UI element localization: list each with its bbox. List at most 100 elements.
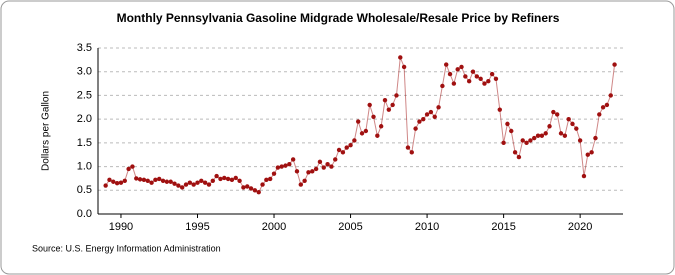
data-point	[260, 182, 265, 187]
data-point	[554, 112, 560, 117]
data-point	[317, 159, 323, 165]
data-point	[516, 154, 522, 160]
data-point	[386, 107, 392, 112]
data-point	[149, 180, 154, 185]
data-point	[432, 114, 437, 119]
data-point	[532, 135, 537, 141]
data-point	[225, 176, 231, 182]
data-point	[447, 71, 453, 77]
data-point	[294, 169, 300, 174]
data-point	[122, 178, 127, 183]
data-point	[589, 150, 594, 155]
y-axis-label: Dollars per Gallon	[41, 91, 52, 171]
data-point	[413, 126, 418, 131]
data-point	[245, 184, 250, 189]
data-point	[153, 177, 158, 183]
data-point	[482, 81, 487, 86]
data-point	[493, 76, 499, 82]
y-tick-label: 1.5	[77, 137, 92, 149]
data-point	[444, 62, 449, 67]
data-point	[283, 163, 288, 168]
data-point	[248, 186, 254, 191]
data-point	[520, 138, 525, 143]
data-point	[566, 116, 571, 122]
data-point	[451, 81, 457, 86]
chart-title: Monthly Pennsylvania Gasoline Midgrade W…	[117, 11, 560, 25]
data-point	[275, 165, 281, 170]
data-point	[497, 107, 502, 112]
data-point	[417, 119, 422, 124]
data-point	[222, 175, 227, 181]
data-point	[206, 182, 212, 187]
data-point	[604, 102, 610, 108]
data-point	[103, 183, 108, 188]
data-point	[547, 124, 552, 129]
data-point	[436, 105, 441, 110]
data-point	[470, 69, 476, 74]
x-tick-label: 1990	[109, 221, 133, 233]
x-tick-label: 1995	[185, 221, 209, 233]
data-point	[290, 157, 296, 162]
data-point	[593, 135, 598, 141]
y-tick-label: 3.0	[77, 66, 92, 78]
data-point	[382, 97, 388, 103]
data-point	[340, 150, 346, 155]
data-point	[229, 177, 235, 183]
data-point	[352, 138, 357, 143]
data-point	[118, 180, 124, 185]
data-point	[574, 126, 579, 131]
data-point	[187, 180, 193, 185]
x-tick-label: 2020	[568, 221, 592, 233]
data-point	[214, 173, 219, 179]
data-point	[367, 102, 372, 108]
data-point	[302, 178, 307, 183]
data-point	[348, 143, 353, 148]
data-point	[375, 133, 380, 138]
data-point	[459, 64, 464, 70]
data-point	[313, 166, 319, 172]
x-tick-label: 2015	[491, 221, 515, 233]
data-point	[107, 177, 112, 183]
data-point	[581, 173, 587, 179]
data-point	[344, 145, 349, 150]
data-point	[558, 131, 564, 136]
data-point	[241, 185, 246, 190]
data-point	[390, 102, 395, 108]
data-point	[474, 74, 480, 79]
data-point	[501, 140, 506, 146]
data-point	[271, 171, 277, 176]
data-point	[378, 124, 384, 129]
data-point	[551, 109, 556, 115]
data-point	[256, 189, 261, 195]
data-point	[359, 131, 365, 136]
data-point	[137, 177, 143, 182]
data-point	[183, 182, 189, 187]
data-point	[528, 138, 533, 143]
data-point	[252, 188, 258, 193]
data-point	[191, 182, 196, 187]
y-tick-label: 1.0	[77, 160, 92, 172]
data-point	[409, 150, 414, 155]
data-point	[401, 64, 407, 70]
data-point	[478, 76, 483, 82]
data-point	[562, 133, 568, 138]
data-point	[612, 62, 617, 67]
data-point	[509, 128, 514, 134]
data-point	[463, 74, 468, 79]
data-point	[512, 150, 518, 155]
data-point	[466, 79, 472, 84]
data-point	[310, 169, 315, 174]
data-point	[114, 180, 120, 186]
data-point	[306, 170, 311, 175]
data-point	[199, 178, 204, 183]
data-point	[336, 147, 342, 153]
data-point	[371, 114, 376, 119]
data-point	[608, 93, 613, 98]
data-point	[489, 71, 495, 77]
data-point	[505, 121, 510, 127]
source-note: Source: U.S. Energy Information Administ…	[32, 243, 221, 253]
data-point	[333, 157, 338, 162]
data-point	[298, 182, 304, 187]
